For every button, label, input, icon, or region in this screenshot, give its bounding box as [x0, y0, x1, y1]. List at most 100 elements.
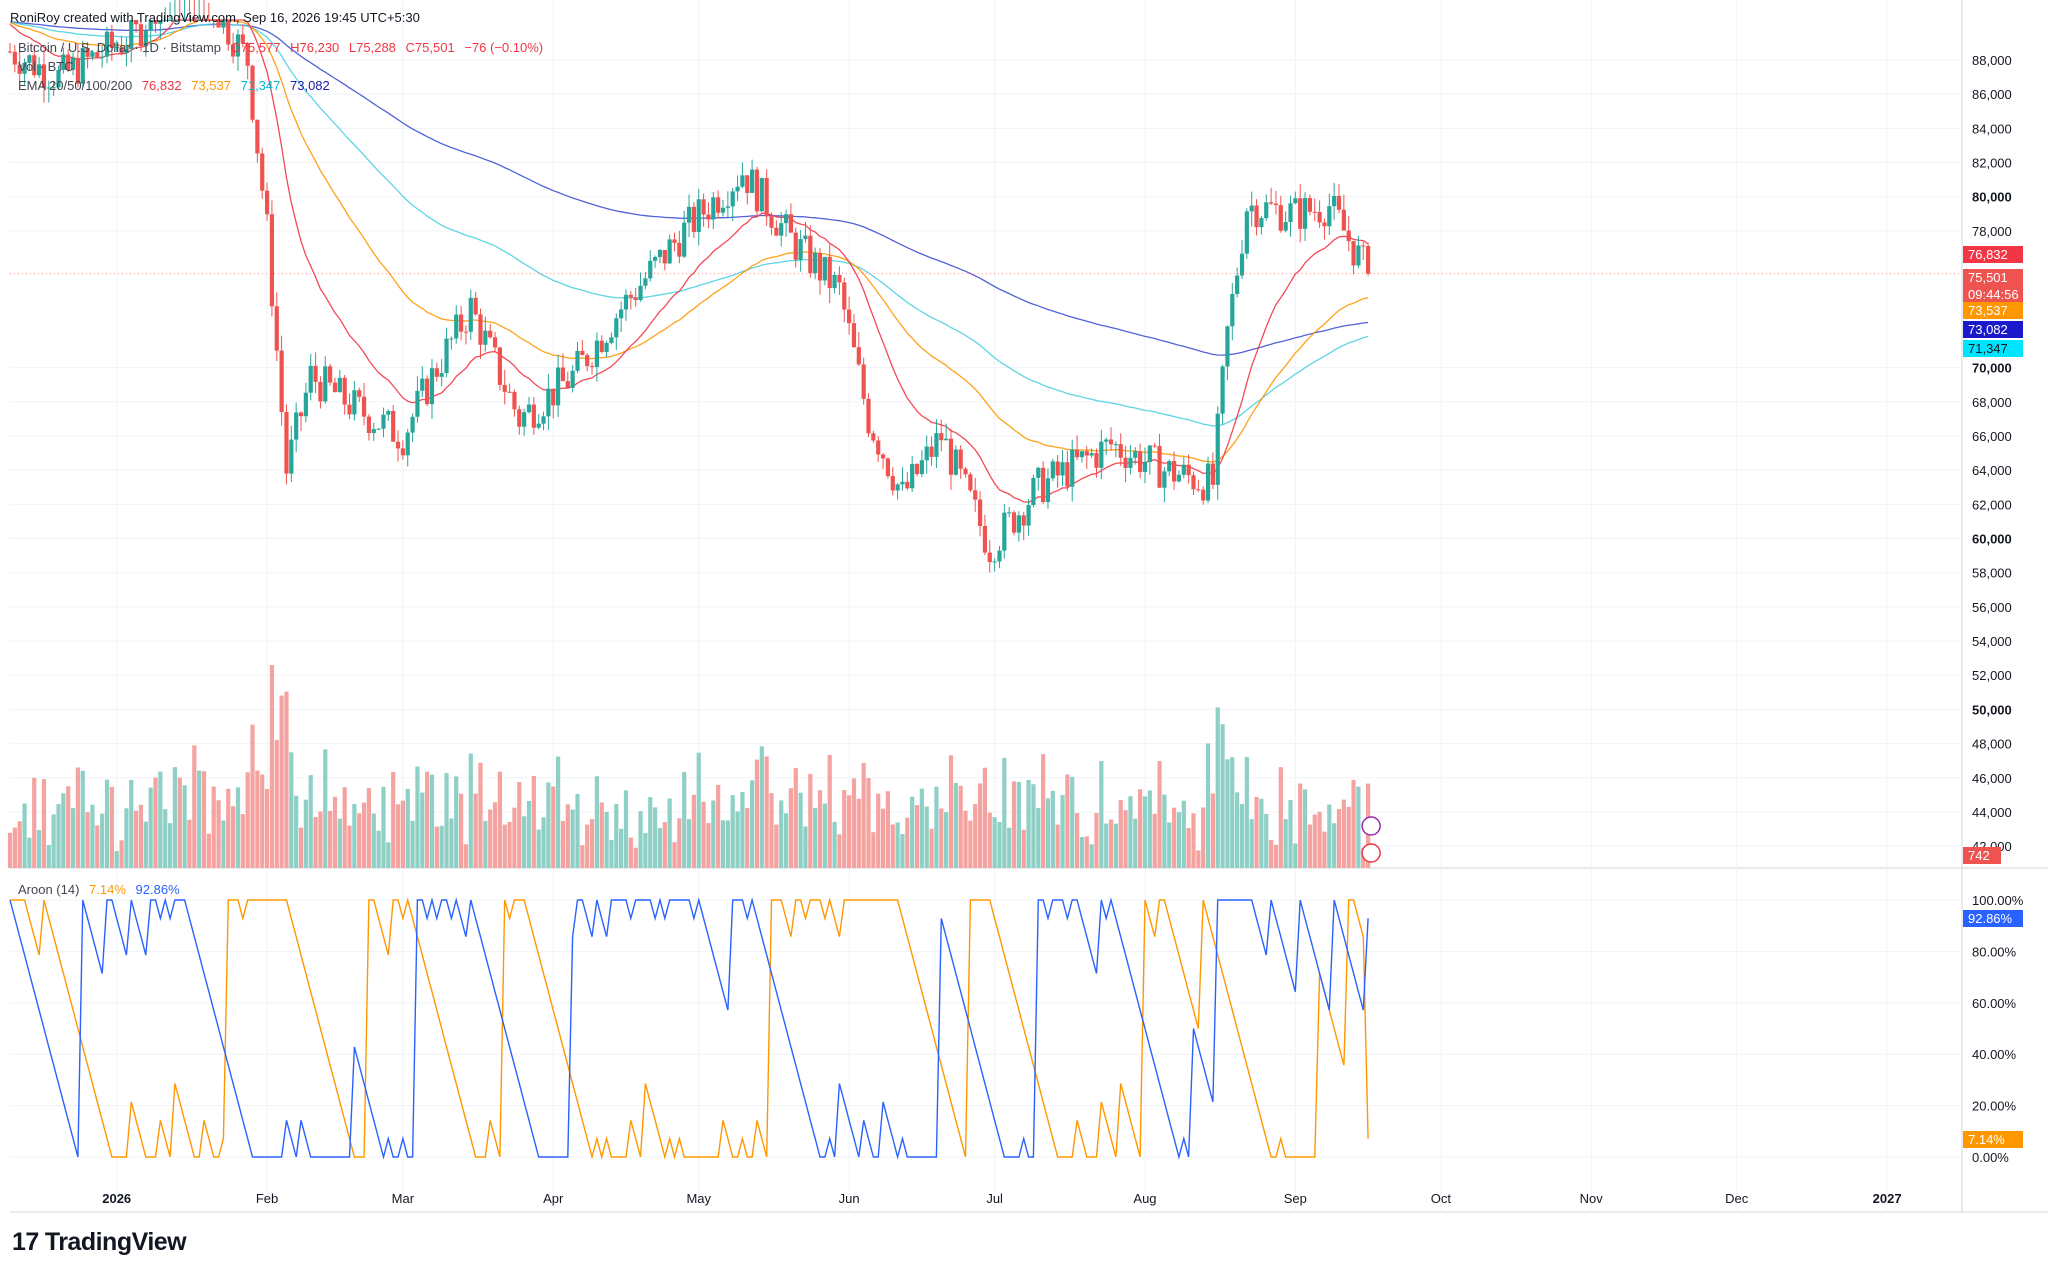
candle-body	[1002, 512, 1007, 551]
candle-body	[813, 252, 818, 274]
candle-body	[716, 197, 721, 213]
volume-bar	[22, 803, 27, 868]
tradingview-logo[interactable]: 17 TradingView	[12, 1228, 187, 1257]
volume-bar	[594, 776, 599, 868]
time-tick-label: Sep	[1284, 1191, 1307, 1206]
volume-bar	[473, 793, 478, 868]
volume-bar	[1317, 811, 1322, 868]
volume-bar	[1235, 792, 1240, 868]
candle-body	[1128, 457, 1133, 468]
volume-bar	[468, 753, 473, 868]
candle-body	[318, 381, 323, 402]
ema200-line	[9, 21, 1369, 356]
volume-bar	[682, 771, 687, 868]
candle-body	[187, 20, 192, 21]
candle-body	[313, 365, 318, 382]
volume-bar	[138, 804, 144, 868]
candle-body	[114, 47, 119, 49]
candle-body	[119, 47, 124, 54]
candle-body	[1283, 222, 1288, 231]
candle-body	[512, 391, 517, 410]
candle-body	[876, 440, 881, 455]
volume-bar	[80, 770, 85, 868]
volume-bar	[1341, 799, 1346, 868]
candle-body	[342, 377, 347, 405]
candle-body	[997, 550, 1002, 562]
candle-body	[764, 177, 769, 217]
candle-body	[662, 249, 667, 264]
volume-bar	[1133, 818, 1138, 868]
candle-body	[158, 20, 163, 24]
symbol-name[interactable]: Bitcoin / U.S. Dollar · 1D · Bitstamp	[18, 40, 221, 55]
candle-body	[871, 433, 876, 441]
candle-body	[958, 449, 963, 469]
volume-bar	[143, 821, 148, 868]
volume-bar	[255, 770, 260, 868]
volume-bar	[934, 786, 939, 868]
candle-body	[7, 51, 13, 53]
candle-body	[1249, 205, 1254, 212]
volume-bar	[1113, 823, 1118, 868]
volume-bar	[1002, 757, 1007, 868]
volume-bar	[1099, 761, 1104, 868]
candle-body	[905, 481, 910, 489]
candle-body	[1152, 445, 1157, 447]
symbol-legend: Bitcoin / U.S. Dollar · 1D · Bitstamp O7…	[18, 40, 549, 55]
candle-body	[66, 54, 71, 70]
volume-bar	[944, 812, 949, 868]
candle-body	[1356, 245, 1361, 266]
ema-label[interactable]: EMA 20/50/100/200	[18, 78, 133, 93]
volume-bar	[512, 807, 517, 868]
candle-body	[1351, 241, 1356, 266]
volume-bar	[66, 786, 71, 868]
candle-body	[798, 239, 803, 260]
aroon-tick-label: 100.00%	[1972, 893, 2024, 908]
volume-bar	[1021, 829, 1026, 868]
volume-bar	[240, 814, 245, 868]
candle-body	[337, 377, 342, 393]
volume-label[interactable]: Vol · BTC	[18, 59, 74, 74]
volume-bar	[454, 776, 459, 868]
candle-body	[22, 62, 27, 74]
volume-bar	[585, 824, 590, 868]
volume-bar	[221, 820, 226, 868]
candle-body	[405, 432, 410, 456]
volume-bar	[269, 665, 275, 868]
price-tick-label: 68,000	[1972, 395, 2012, 410]
aroon-label[interactable]: Aroon (14)	[18, 882, 80, 897]
candle-body	[822, 256, 827, 281]
volume-bar	[488, 809, 493, 868]
volume-bar	[1065, 774, 1070, 868]
volume-bar	[1288, 800, 1293, 868]
volume-bar	[497, 771, 502, 868]
candle-body	[1366, 246, 1371, 274]
volume-bar	[1094, 812, 1099, 868]
volume-bar	[1167, 822, 1172, 868]
candle-body	[449, 338, 454, 340]
candle-body	[1259, 218, 1264, 228]
volume-bar	[507, 821, 512, 868]
volume-bar	[769, 793, 774, 868]
volume-bar	[716, 784, 721, 868]
volume-bar	[1239, 803, 1245, 868]
volume-bar	[1215, 707, 1220, 868]
candle-body	[803, 235, 808, 240]
price-tick-label: 44,000	[1972, 805, 2012, 820]
volume-bar	[614, 803, 619, 868]
volume-bar	[1142, 796, 1148, 868]
volume-bar	[570, 809, 575, 868]
candle-body	[1113, 444, 1118, 446]
volume-bar	[977, 783, 983, 868]
volume-bar	[250, 724, 255, 868]
volume-bar	[1264, 813, 1269, 868]
candle-body	[963, 468, 968, 475]
candle-body	[551, 388, 556, 406]
candle-body	[46, 87, 51, 89]
volume-bar	[885, 791, 891, 868]
price-tick-label: 66,000	[1972, 429, 2012, 444]
volume-bar	[851, 778, 857, 868]
candle-body	[1225, 326, 1230, 367]
candle-body	[696, 199, 701, 233]
volume-bar	[745, 807, 750, 868]
